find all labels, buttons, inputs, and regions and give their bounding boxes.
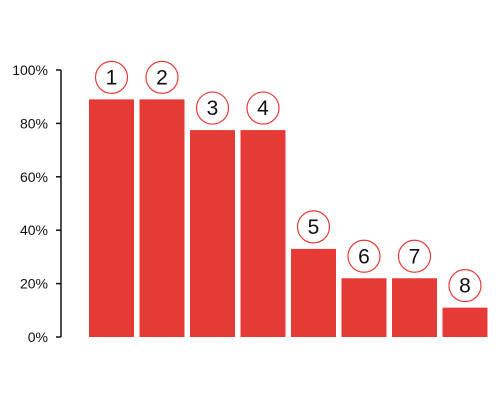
y-tick-label: 0% (28, 329, 48, 345)
bar (190, 130, 235, 337)
bars-group (89, 99, 488, 337)
bar-category-label: 5 (308, 216, 320, 239)
bar (443, 308, 488, 337)
y-tick-label: 20% (20, 276, 48, 292)
bar (291, 249, 336, 337)
bar (241, 130, 286, 337)
bar-category-label: 1 (106, 66, 118, 89)
bar-category-label: 3 (207, 97, 219, 120)
bar (392, 278, 437, 337)
bar-category-label: 8 (459, 275, 471, 298)
y-axis-ticks: 0% 20% 40% 60% 80% 100% (12, 62, 61, 345)
y-tick-label: 80% (20, 115, 48, 131)
y-tick-label: 40% (20, 222, 48, 238)
bar-category-label: 2 (156, 66, 168, 89)
bar (140, 99, 185, 337)
y-tick-label: 100% (12, 62, 48, 78)
bar-category-label: 6 (358, 245, 370, 268)
y-tick-label: 60% (20, 169, 48, 185)
bar (342, 278, 387, 337)
bar-category-label: 4 (257, 97, 269, 120)
bar (89, 99, 134, 337)
bar-category-label: 7 (409, 245, 421, 268)
